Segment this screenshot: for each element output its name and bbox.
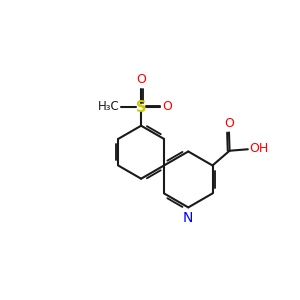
Text: OH: OH	[249, 142, 268, 155]
Text: O: O	[224, 116, 234, 130]
Text: O: O	[163, 100, 172, 113]
Text: H₃C: H₃C	[98, 100, 119, 113]
Text: S: S	[136, 100, 146, 115]
Text: N: N	[183, 211, 194, 225]
Text: O: O	[136, 73, 146, 86]
